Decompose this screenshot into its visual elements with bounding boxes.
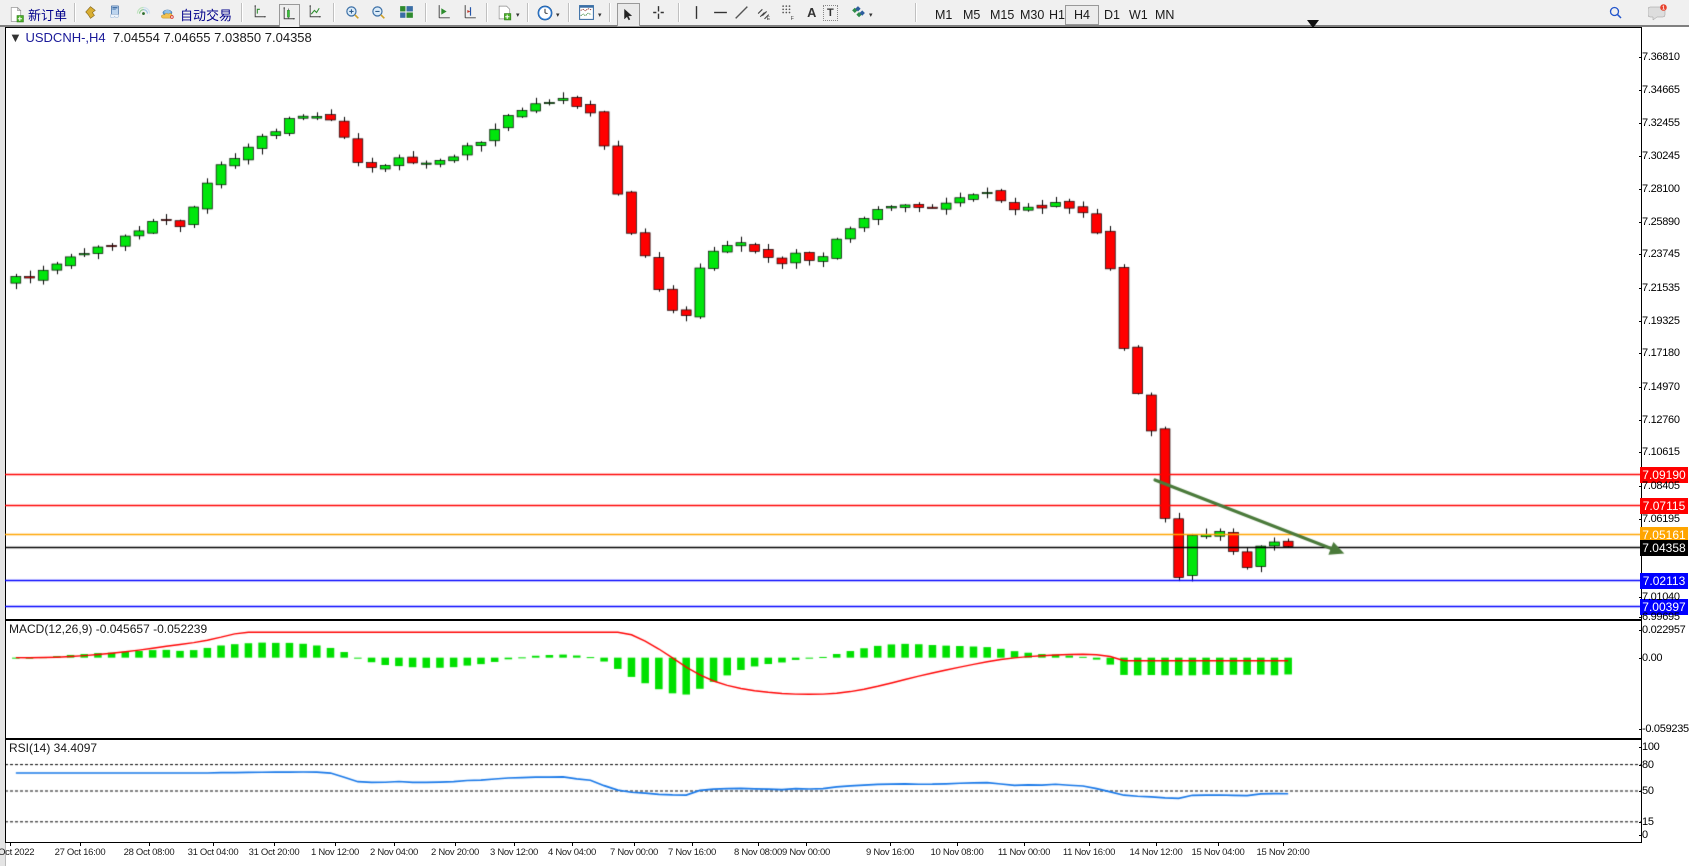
svg-text:F: F — [791, 16, 795, 21]
svg-text:E: E — [767, 16, 771, 21]
svg-text:A: A — [807, 5, 816, 20]
svg-text:1: 1 — [1662, 5, 1665, 11]
